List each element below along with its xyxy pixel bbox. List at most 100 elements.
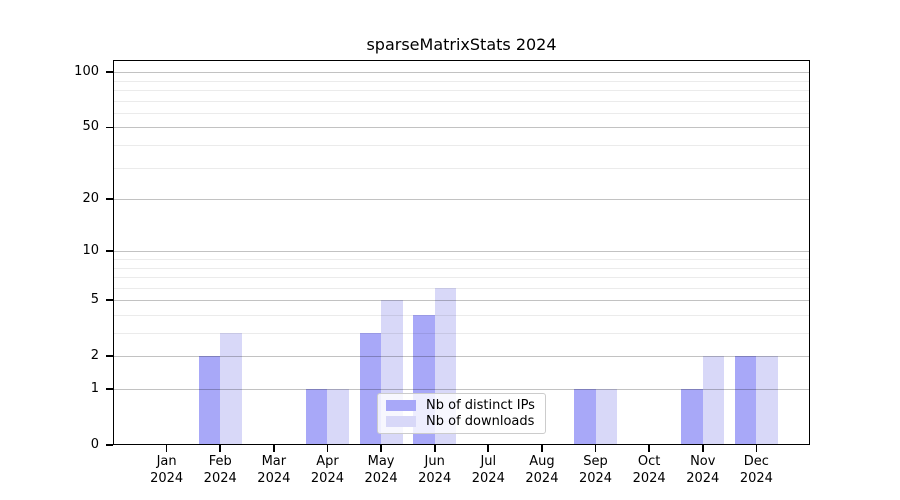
gridline-major <box>113 251 810 253</box>
y-tick-mark <box>106 126 113 129</box>
x-tick-mark <box>433 445 436 452</box>
bar-downloads <box>756 356 778 445</box>
gridline-minor <box>113 333 810 335</box>
y-tick-label: 2 <box>90 348 99 364</box>
x-year-label: 2024 <box>150 471 184 486</box>
x-month-label: Oct <box>637 454 661 469</box>
x-month-label: Feb <box>208 454 232 469</box>
gridline-minor <box>113 145 810 147</box>
legend-item: Nb of downloads <box>386 414 537 429</box>
x-tick-mark <box>648 445 650 452</box>
x-tick-mark <box>380 445 382 452</box>
gridline-minor <box>113 80 810 82</box>
gridline-minor <box>113 287 810 289</box>
gridline-minor <box>113 100 810 102</box>
x-tick-label: Oct 2024 <box>609 453 689 487</box>
gridline-minor <box>113 90 810 92</box>
y-tick-label: 1 <box>90 381 99 396</box>
x-tick-label: Dec 2024 <box>716 453 796 487</box>
bar-distinct-ips <box>681 389 703 445</box>
x-tick-mark <box>487 445 490 452</box>
gridline-major <box>113 199 810 201</box>
x-year-label: 2024 <box>578 471 613 486</box>
gridline-minor <box>113 259 810 260</box>
bar-distinct-ips <box>734 356 757 445</box>
bar-downloads <box>595 389 617 445</box>
x-tick-label: Sep 2024 <box>556 453 636 487</box>
plot-area <box>113 60 810 445</box>
bar-distinct-ips <box>574 389 596 445</box>
x-year-label: 2024 <box>257 471 291 486</box>
x-tick-label: Apr 2024 <box>287 453 367 487</box>
bar-distinct-ips <box>359 333 382 445</box>
x-month-label: Mar <box>261 454 287 469</box>
x-tick-label: Jan 2024 <box>127 453 207 487</box>
y-tick-mark <box>106 250 113 253</box>
x-tick-mark <box>755 445 758 452</box>
x-month-label: Jun <box>424 454 445 469</box>
bar-distinct-ips <box>198 356 221 445</box>
x-tick-mark <box>219 445 222 452</box>
x-tick-label: Mar 2024 <box>234 453 314 487</box>
legend-item: Nb of distinct IPs <box>386 398 537 413</box>
gridline-major <box>113 72 810 74</box>
x-tick-mark <box>165 445 168 452</box>
legend-swatch <box>386 400 416 411</box>
x-tick-mark <box>701 445 704 452</box>
legend-label: Nb of distinct IPs <box>426 398 535 413</box>
x-tick-label: Nov 2024 <box>663 453 743 487</box>
y-tick-label: 50 <box>82 119 99 135</box>
x-tick-mark <box>594 445 597 452</box>
x-tick-mark <box>541 445 543 452</box>
gridline-minor <box>113 315 810 316</box>
x-month-label: May <box>367 454 395 469</box>
gridline-major <box>113 300 810 302</box>
y-tick-label: 100 <box>74 64 99 80</box>
y-tick-label: 20 <box>82 191 99 207</box>
x-year-label: 2024 <box>739 471 773 486</box>
y-tick-mark <box>106 198 113 200</box>
x-year-label: 2024 <box>632 471 666 486</box>
x-tick-label: Aug 2024 <box>502 453 582 487</box>
gridline-minor <box>113 167 810 169</box>
x-month-label: Aug <box>529 454 555 469</box>
y-tick-label: 10 <box>82 243 99 259</box>
x-tick-mark <box>326 445 329 452</box>
bar-downloads <box>702 356 725 445</box>
legend-swatch <box>386 416 416 427</box>
y-tick-mark <box>106 355 113 358</box>
gridline-minor <box>113 267 810 269</box>
x-year-label: 2024 <box>364 471 398 486</box>
y-tick-mark <box>106 71 113 74</box>
x-month-label: Apr <box>316 454 339 469</box>
x-tick-label: Feb 2024 <box>180 453 260 487</box>
x-year-label: 2024 <box>471 471 505 486</box>
gridline-major <box>113 127 810 129</box>
x-year-label: 2024 <box>686 471 720 486</box>
x-month-label: Jul <box>480 454 497 469</box>
x-tick-mark <box>272 445 275 452</box>
x-year-label: 2024 <box>310 471 344 486</box>
y-tick-mark <box>106 388 113 390</box>
bar-downloads <box>327 389 349 445</box>
bar-distinct-ips <box>306 389 328 445</box>
x-year-label: 2024 <box>525 471 559 486</box>
gridline-minor <box>113 277 810 279</box>
x-year-label: 2024 <box>418 471 452 486</box>
x-tick-label: Jul 2024 <box>448 453 528 487</box>
x-year-label: 2024 <box>203 471 237 486</box>
legend: Nb of distinct IPs Nb of downloads <box>377 393 546 434</box>
gridline-minor <box>113 112 810 114</box>
bar-downloads <box>220 333 242 445</box>
gridline-major <box>113 389 810 390</box>
chart-title: sparseMatrixStats 2024 <box>366 35 557 54</box>
x-month-label: Dec <box>743 454 769 469</box>
gridline-major <box>113 356 810 358</box>
x-month-label: Sep <box>583 454 608 469</box>
y-tick-mark <box>106 444 113 446</box>
x-tick-label: Jun 2024 <box>395 453 475 487</box>
x-tick-label: May 2024 <box>341 453 421 487</box>
x-month-label: Jan <box>156 454 177 469</box>
y-tick-mark <box>106 299 113 302</box>
